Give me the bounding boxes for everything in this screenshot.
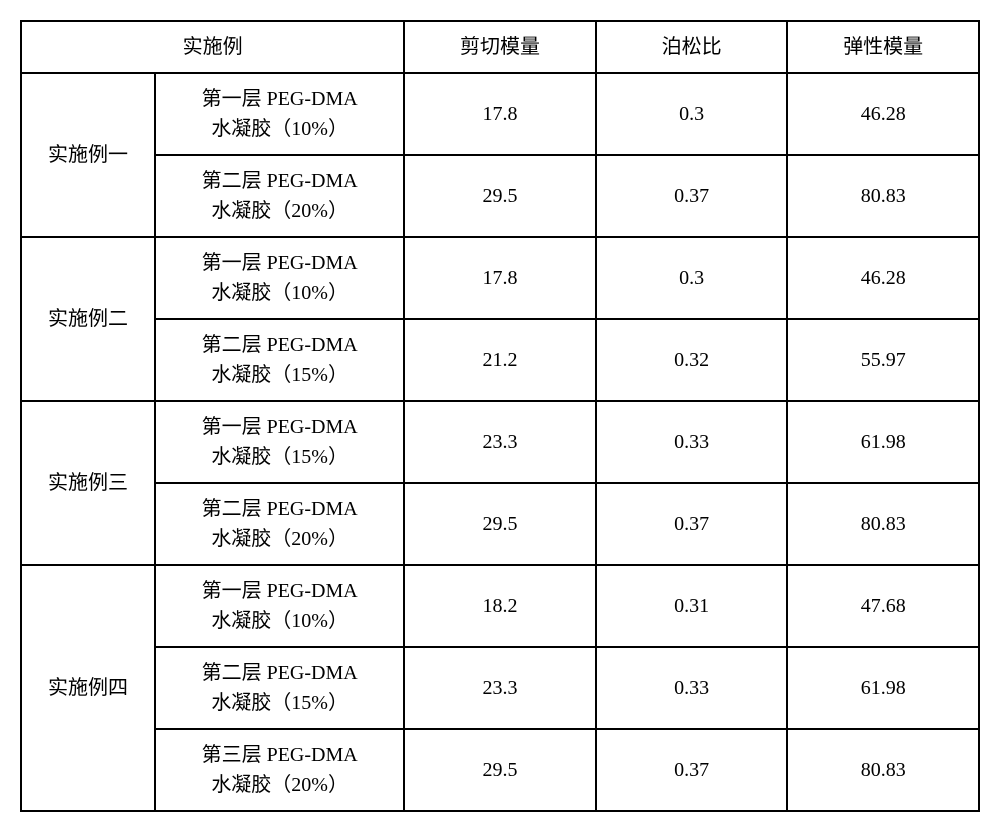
- layer-description-line1: 第二层 PEG-DMA: [202, 170, 358, 192]
- elastic-modulus-cell: 47.68: [787, 565, 979, 647]
- shear-modulus-cell: 23.3: [404, 401, 596, 483]
- poisson-ratio-cell: 0.32: [596, 319, 788, 401]
- layer-description-line1: 第二层 PEG-DMA: [202, 334, 358, 356]
- elastic-modulus-cell: 55.97: [787, 319, 979, 401]
- layer-description-cell: 第一层 PEG-DMA 水凝胶（10%）: [155, 565, 404, 647]
- layer-description-line1: 第二层 PEG-DMA: [202, 662, 358, 684]
- example-label-cell: 实施例四: [21, 565, 155, 811]
- table-row: 第二层 PEG-DMA 水凝胶（20%） 29.50.3780.83: [21, 155, 979, 237]
- layer-description-cell: 第二层 PEG-DMA 水凝胶（15%）: [155, 647, 404, 729]
- table-row: 实施例一第一层 PEG-DMA水凝胶（10%）17.80.346.28: [21, 73, 979, 155]
- shear-modulus-cell: 29.5: [404, 155, 596, 237]
- poisson-ratio-cell: 0.37: [596, 155, 788, 237]
- header-shear-modulus: 剪切模量: [404, 21, 596, 73]
- layer-description-cell: 第二层 PEG-DMA 水凝胶（20%）: [155, 155, 404, 237]
- poisson-ratio-cell: 0.33: [596, 647, 788, 729]
- layer-description-line2: 水凝胶（15%）: [211, 364, 348, 386]
- elastic-modulus-cell: 46.28: [787, 237, 979, 319]
- shear-modulus-cell: 18.2: [404, 565, 596, 647]
- elastic-modulus-cell: 61.98: [787, 401, 979, 483]
- layer-description-cell: 第三层 PEG-DMA 水凝胶（20%）: [155, 729, 404, 811]
- table-row: 实施例二第一层 PEG-DMA水凝胶（10%）17.80.346.28: [21, 237, 979, 319]
- poisson-ratio-cell: 0.37: [596, 483, 788, 565]
- layer-description-line1: 第一层 PEG-DMA: [202, 580, 358, 602]
- example-label-cell: 实施例一: [21, 73, 155, 237]
- shear-modulus-cell: 29.5: [404, 483, 596, 565]
- table-body: 实施例一第一层 PEG-DMA水凝胶（10%）17.80.346.28第二层 P…: [21, 73, 979, 811]
- poisson-ratio-cell: 0.33: [596, 401, 788, 483]
- shear-modulus-cell: 17.8: [404, 73, 596, 155]
- layer-description-line2: 水凝胶（20%）: [211, 528, 348, 550]
- elastic-modulus-cell: 80.83: [787, 155, 979, 237]
- table-header-row: 实施例 剪切模量 泊松比 弹性模量: [21, 21, 979, 73]
- layer-description-line1: 第三层 PEG-DMA: [202, 744, 358, 766]
- table-row: 第二层 PEG-DMA 水凝胶（20%） 29.50.3780.83: [21, 483, 979, 565]
- shear-modulus-cell: 29.5: [404, 729, 596, 811]
- layer-description-line1: 第二层 PEG-DMA: [202, 498, 358, 520]
- layer-description-line1: 第一层 PEG-DMA: [202, 88, 358, 110]
- data-table-container: 实施例 剪切模量 泊松比 弹性模量 实施例一第一层 PEG-DMA水凝胶（10%…: [20, 20, 980, 812]
- shear-modulus-cell: 23.3: [404, 647, 596, 729]
- layer-description-line2: 水凝胶（10%）: [211, 610, 348, 632]
- shear-modulus-cell: 17.8: [404, 237, 596, 319]
- table-row: 第二层 PEG-DMA 水凝胶（15%） 21.20.3255.97: [21, 319, 979, 401]
- elastic-modulus-cell: 61.98: [787, 647, 979, 729]
- shear-modulus-cell: 21.2: [404, 319, 596, 401]
- header-poisson-ratio: 泊松比: [596, 21, 788, 73]
- elastic-modulus-cell: 80.83: [787, 729, 979, 811]
- layer-description-line2: 水凝胶（20%）: [211, 774, 348, 796]
- table-row: 第二层 PEG-DMA 水凝胶（15%） 23.30.3361.98: [21, 647, 979, 729]
- poisson-ratio-cell: 0.31: [596, 565, 788, 647]
- table-row: 实施例三第一层 PEG-DMA水凝胶（15%）23.30.3361.98: [21, 401, 979, 483]
- hydrogel-properties-table: 实施例 剪切模量 泊松比 弹性模量 实施例一第一层 PEG-DMA水凝胶（10%…: [20, 20, 980, 812]
- header-example: 实施例: [21, 21, 404, 73]
- example-label-cell: 实施例二: [21, 237, 155, 401]
- layer-description-cell: 第一层 PEG-DMA 水凝胶（10%）: [155, 237, 404, 319]
- layer-description-cell: 第二层 PEG-DMA 水凝胶（20%）: [155, 483, 404, 565]
- layer-description-line2: 水凝胶（20%）: [211, 200, 348, 222]
- table-row: 实施例四第一层 PEG-DMA水凝胶（10%）18.20.3147.68: [21, 565, 979, 647]
- layer-description-line2: 水凝胶（10%）: [211, 282, 348, 304]
- layer-description-line2: 水凝胶（10%）: [211, 118, 348, 140]
- elastic-modulus-cell: 46.28: [787, 73, 979, 155]
- table-row: 第三层 PEG-DMA 水凝胶（20%） 29.50.3780.83: [21, 729, 979, 811]
- poisson-ratio-cell: 0.3: [596, 237, 788, 319]
- elastic-modulus-cell: 80.83: [787, 483, 979, 565]
- layer-description-cell: 第二层 PEG-DMA 水凝胶（15%）: [155, 319, 404, 401]
- layer-description-line1: 第一层 PEG-DMA: [202, 416, 358, 438]
- layer-description-line1: 第一层 PEG-DMA: [202, 252, 358, 274]
- layer-description-cell: 第一层 PEG-DMA 水凝胶（10%）: [155, 73, 404, 155]
- poisson-ratio-cell: 0.37: [596, 729, 788, 811]
- layer-description-cell: 第一层 PEG-DMA 水凝胶（15%）: [155, 401, 404, 483]
- header-elastic-modulus: 弹性模量: [787, 21, 979, 73]
- example-label-cell: 实施例三: [21, 401, 155, 565]
- layer-description-line2: 水凝胶（15%）: [211, 692, 348, 714]
- layer-description-line2: 水凝胶（15%）: [211, 446, 348, 468]
- poisson-ratio-cell: 0.3: [596, 73, 788, 155]
